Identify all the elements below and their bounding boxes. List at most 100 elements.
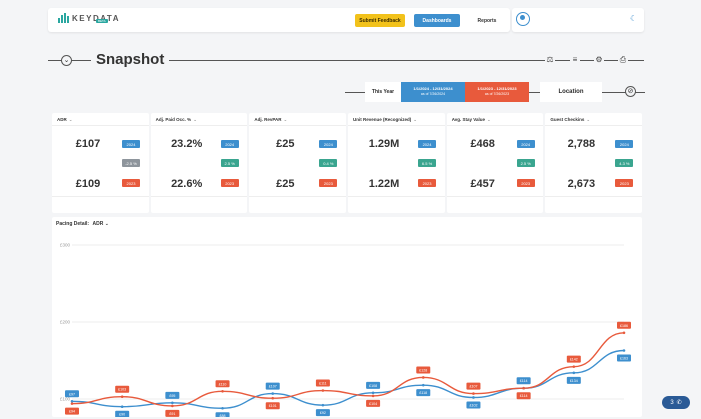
data-label: £94 — [69, 410, 75, 414]
data-label-bg — [215, 412, 230, 417]
user-bar: ☾ — [512, 8, 644, 32]
metric-card: Guest Checkins ⌄ 2,788 2024 4.3 % 2,673 2… — [545, 113, 643, 213]
help-fab[interactable]: 3 ✆ — [662, 396, 690, 409]
keydata-logo[interactable]: KEYDATA — [58, 13, 120, 23]
reports-button[interactable]: Reports — [477, 17, 497, 24]
card-divider — [446, 196, 544, 197]
data-label-bg — [115, 385, 130, 393]
current-period-button[interactable]: 1/1/2024 - 12/31/2024 as of 7/26/2024 — [401, 82, 465, 102]
delta-badge: 0.4 % — [319, 159, 338, 167]
metric-label[interactable]: Adj. RevPAR ⌄ — [249, 113, 347, 126]
data-label-bg — [466, 401, 481, 409]
submit-feedback-button[interactable]: Submit Feedback — [355, 14, 405, 27]
data-label: £95 — [169, 394, 175, 398]
data-label: £114 — [520, 394, 528, 398]
theme-toggle-icon[interactable]: ☾ — [630, 14, 638, 23]
pacing-metric-select[interactable]: ADR ⌄ — [92, 221, 108, 227]
menu-icon[interactable]: ≡ — [570, 55, 580, 65]
compare-asof: as of 7/26/2023 — [484, 92, 510, 96]
pacing-header: Pacing Detail: ADR ⌄ — [52, 217, 642, 231]
card-divider — [545, 196, 643, 197]
compare-period-button[interactable]: 1/1/2023 - 12/31/2023 as of 7/26/2023 — [465, 82, 529, 102]
data-label: £111 — [319, 382, 326, 386]
page-title: Snapshot — [91, 51, 170, 68]
chevron-down-icon: ⌄ — [586, 117, 591, 122]
metric-label[interactable]: Guest Checkins ⌄ — [545, 113, 643, 126]
current-year-badge: 2024 — [615, 140, 634, 148]
data-label-bg — [65, 390, 79, 398]
metric-compare-value: 1.22M — [368, 178, 400, 190]
metric-current-value: £25 — [276, 138, 295, 150]
chevron-down-icon: ⌄ — [193, 117, 197, 122]
current-year-badge: 2024 — [319, 140, 338, 148]
metric-compare-value: 22.6% — [171, 178, 203, 190]
this-year-button[interactable]: This Year — [365, 82, 401, 102]
compare-year-badge: 2023 — [319, 179, 338, 187]
data-label-bg — [315, 379, 330, 387]
metric-compare-value: £25 — [276, 178, 295, 190]
metric-label[interactable]: Adj. Paid Occ. % ⌄ — [150, 113, 248, 126]
y-tick-label: £200 — [60, 320, 71, 325]
current-year-badge: 2024 — [418, 140, 437, 148]
current-year-badge: 2024 — [220, 140, 239, 148]
card-divider — [348, 196, 445, 197]
chevron-down-icon: ⌄ — [413, 117, 418, 122]
pacing-metric-value: ADR — [92, 221, 104, 227]
filter-icon[interactable]: ⚖ — [545, 55, 555, 65]
data-label-bg — [65, 407, 79, 415]
compare-point — [221, 390, 224, 393]
metric-label[interactable]: Unit Revenue (Recognized) ⌄ — [348, 113, 445, 126]
metric-label[interactable]: ADR ⌄ — [52, 113, 149, 126]
current-year-badge: 2024 — [122, 140, 140, 148]
current-point — [421, 383, 425, 387]
data-label: £97 — [69, 392, 75, 396]
data-label-bg — [566, 355, 581, 363]
card-divider — [150, 196, 248, 197]
y-tick-label: £300 — [60, 243, 71, 248]
current-point — [371, 391, 375, 395]
collapse-chevron-icon[interactable]: ⌄ — [61, 55, 72, 66]
clear-filter-icon[interactable]: ⊘ — [625, 86, 636, 97]
metric-label-text: ADR — [57, 117, 67, 122]
current-point — [70, 400, 74, 403]
top-nav-bar: KEYDATA BETA Submit Feedback Dashboards … — [48, 8, 510, 32]
data-label: £110 — [219, 382, 227, 386]
metric-current-value: 1.29M — [368, 138, 400, 150]
metric-compare-value: 2,673 — [567, 178, 596, 190]
dashboards-button[interactable]: Dashboards — [414, 14, 460, 27]
metric-label-text: Adj. RevPAR — [254, 117, 282, 122]
export-icon[interactable]: ⎙ — [618, 55, 628, 65]
settings-icon[interactable]: ⚙ — [594, 55, 604, 65]
data-label: £88 — [220, 414, 226, 417]
location-button[interactable]: Location — [540, 82, 602, 102]
metric-compare-value: £457 — [470, 178, 495, 190]
delta-badge: 2.5 % — [516, 159, 535, 167]
current-point — [221, 406, 224, 410]
compare-point — [371, 394, 375, 398]
delta-badge: 2.5 % — [220, 159, 239, 167]
user-avatar-icon[interactable] — [516, 12, 530, 26]
card-divider — [52, 196, 149, 197]
compare-point — [271, 396, 275, 400]
metric-label-text: Avg. Stay Value — [451, 117, 486, 122]
right-gutter — [648, 0, 701, 419]
chat-icon: ✆ — [676, 400, 682, 406]
metric-label[interactable]: Avg. Stay Value ⌄ — [446, 113, 544, 126]
metric-card: ADR ⌄ £107 2024 -2.5 % £109 2023 — [52, 113, 149, 213]
current-point — [572, 371, 576, 375]
metric-label-text: Adj. Paid Occ. % — [155, 117, 192, 122]
page-title-row: ⌄ Snapshot ⚖ ≡ ⚙ ⎙ — [48, 50, 644, 70]
data-label-bg — [566, 376, 581, 384]
metric-current-value: £107 — [75, 138, 101, 150]
data-label: £104 — [369, 402, 377, 406]
data-label-bg — [265, 382, 280, 390]
compare-point — [421, 376, 425, 379]
compare-point — [70, 402, 74, 405]
current-point — [171, 401, 174, 405]
pacing-label: Pacing Detail: — [56, 221, 90, 227]
data-label: £163 — [620, 356, 628, 360]
fab-count: 3 — [670, 399, 674, 406]
current-point — [622, 349, 626, 352]
data-label: £118 — [419, 391, 427, 395]
chevron-down-icon: ⌄ — [487, 117, 491, 122]
